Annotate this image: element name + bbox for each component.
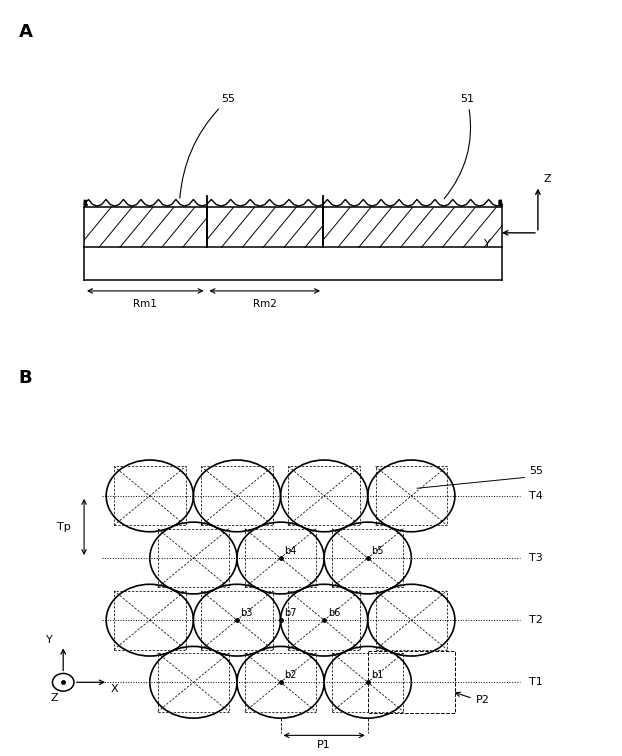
Text: X: X (111, 684, 119, 694)
Text: Tp: Tp (57, 522, 71, 532)
Text: b3: b3 (241, 609, 253, 618)
Text: 55: 55 (180, 94, 236, 198)
Text: P1: P1 (317, 739, 331, 750)
Text: Y: Y (484, 240, 491, 249)
Text: Rm2: Rm2 (253, 299, 277, 309)
Text: b2: b2 (284, 671, 297, 680)
Text: b7: b7 (284, 609, 297, 618)
Text: B: B (19, 368, 32, 386)
Text: b4: b4 (284, 546, 297, 556)
Text: Z: Z (50, 693, 58, 703)
Text: Z: Z (544, 174, 552, 184)
Text: b1: b1 (371, 671, 384, 680)
Text: b5: b5 (371, 546, 384, 556)
Text: 55: 55 (529, 466, 543, 476)
Text: 51: 51 (444, 94, 475, 199)
Text: T3: T3 (529, 553, 543, 563)
Text: Y: Y (47, 635, 53, 645)
Text: T2: T2 (529, 615, 543, 625)
Text: T1: T1 (529, 677, 543, 687)
Text: A: A (19, 23, 32, 41)
Text: Rm1: Rm1 (133, 299, 157, 309)
Text: P2: P2 (476, 696, 490, 705)
Text: b6: b6 (328, 609, 340, 618)
Text: T4: T4 (529, 491, 543, 501)
